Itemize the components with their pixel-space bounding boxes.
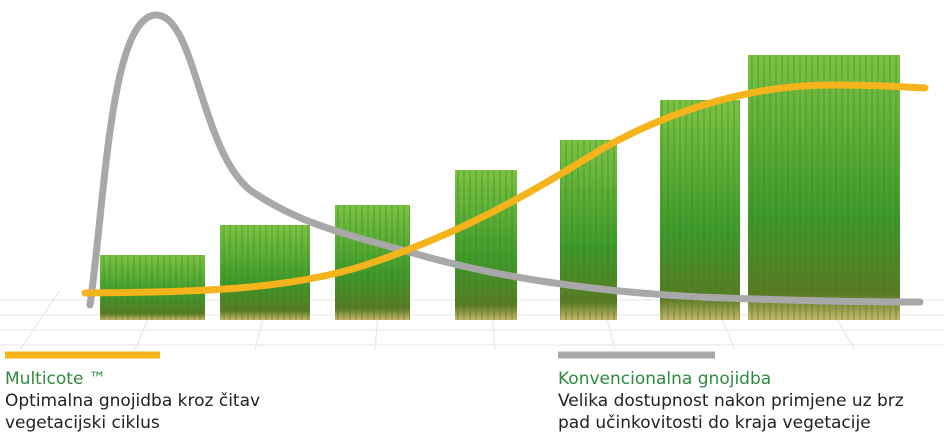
illustration: Multicote ™ Optimalna gnojidba kroz čita… xyxy=(0,0,944,439)
legend-label: Konvencionalna gnojidba xyxy=(558,369,771,389)
page: {"legend": [ {"label": "Multicote ™", "d… xyxy=(0,0,944,439)
legend-description: vegetacijski ciklus xyxy=(5,413,160,433)
legend-description: Optimalna gnojidba kroz čitav xyxy=(5,391,260,411)
legend-description: Velika dostupnost nakon primjene uz brz xyxy=(558,391,904,411)
legend-description: pad učinkovitosti do kraja vegetacije xyxy=(558,413,871,433)
legend-label: Multicote ™ xyxy=(5,369,106,389)
grass-blocks xyxy=(100,55,900,320)
